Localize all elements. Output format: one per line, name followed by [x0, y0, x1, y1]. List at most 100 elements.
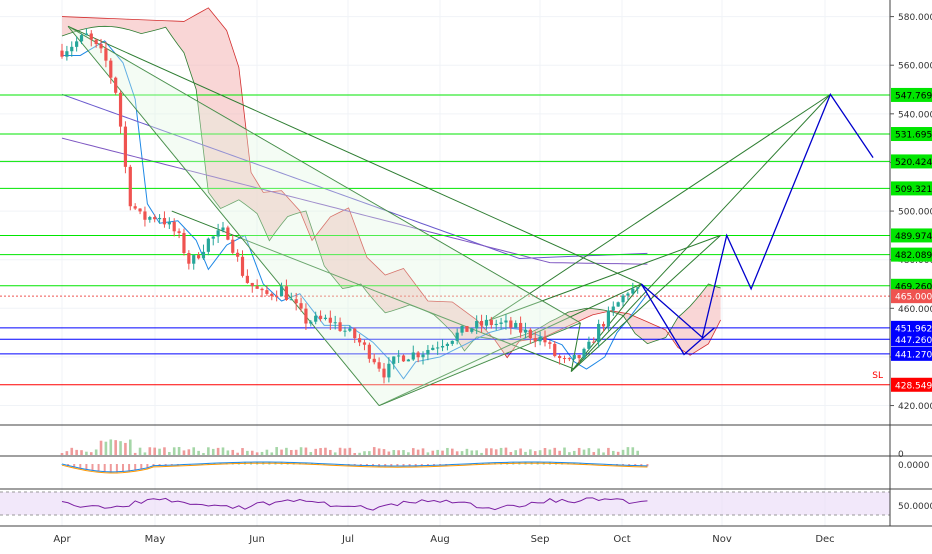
- candle-body: [426, 349, 430, 355]
- level-tag-label: 520.424: [895, 158, 932, 168]
- candle-body: [94, 39, 98, 44]
- volume-bar: [475, 450, 478, 455]
- volume-bar: [333, 452, 337, 455]
- volume-bar: [65, 451, 69, 455]
- volume-bar: [568, 452, 571, 455]
- macd-hist: [481, 463, 484, 465]
- macd-hist: [579, 463, 582, 465]
- candle-body: [323, 317, 328, 319]
- level-tag-label: 451.962: [895, 324, 932, 334]
- level-price-tags: 547.769 531.695 520.424 509.321 489.974 482.0…: [891, 87, 932, 392]
- volume-bar: [348, 447, 352, 455]
- candle-body: [211, 236, 215, 239]
- candle-body: [367, 344, 371, 359]
- volume-bar: [514, 450, 518, 455]
- cloud-span-b: [61, 7, 721, 359]
- stop-loss-label: SL: [872, 371, 883, 381]
- volume-bar: [577, 447, 581, 455]
- macd-hist: [585, 463, 588, 465]
- level-tag-bg: [891, 289, 932, 304]
- y-tick-label: 460.000: [898, 305, 932, 315]
- rsi-line: [61, 497, 648, 511]
- volume-bar: [294, 449, 298, 455]
- candle-body: [601, 323, 606, 327]
- candle-body: [123, 126, 128, 167]
- candle-body: [411, 352, 415, 360]
- macd-signal: [61, 462, 648, 474]
- candle-body: [572, 355, 576, 359]
- volume-bar: [129, 439, 132, 455]
- volume-bar: [421, 448, 425, 455]
- volume-bar: [246, 450, 249, 455]
- candle-body: [562, 358, 567, 360]
- level-tag-label: 428.549: [895, 381, 932, 391]
- volume-bar: [407, 452, 410, 455]
- candle-body: [70, 46, 74, 52]
- y-tick-label: 420.000: [898, 402, 932, 412]
- candle-body: [592, 341, 596, 343]
- candle-body: [309, 321, 313, 324]
- level-tag-label: 441.270: [895, 350, 932, 360]
- volume-bar: [89, 452, 93, 455]
- volume-bar: [636, 450, 639, 455]
- volume-bar: [231, 449, 235, 455]
- candle-body: [187, 252, 191, 264]
- candle-body: [445, 343, 450, 346]
- cloud-span-a: [61, 25, 721, 352]
- candle-body: [455, 332, 459, 341]
- candle-body: [206, 238, 210, 252]
- level-tag-label: 509.321: [895, 185, 932, 195]
- volume-bar: [485, 448, 488, 455]
- macd-hist: [85, 464, 88, 470]
- level-tag-label: 447.260: [895, 336, 932, 346]
- candle-body: [416, 352, 420, 358]
- candle-body: [89, 33, 93, 40]
- time-axis[interactable]: Apr May Jun Jul Aug Sep Oct Nov Dec: [53, 534, 834, 545]
- pattern-line: [570, 235, 721, 372]
- candle-body: [362, 342, 367, 345]
- volume-bar: [197, 450, 200, 455]
- volume-bar: [431, 450, 435, 455]
- volume-bar: [450, 448, 454, 455]
- candle-body: [333, 322, 337, 324]
- macd-line: [61, 461, 648, 473]
- horizontal-levels: [0, 94, 890, 386]
- macd-hist: [408, 464, 411, 467]
- candle-body: [201, 251, 206, 259]
- volume-bar: [319, 448, 322, 455]
- volume-bar: [280, 449, 283, 455]
- candle-body: [353, 328, 357, 339]
- volume-bar: [285, 447, 288, 455]
- pattern-fill: [68, 26, 581, 406]
- volume-bar: [392, 450, 396, 455]
- candle-body: [518, 322, 523, 333]
- rsi-pane: [0, 491, 890, 516]
- volume-bar: [358, 452, 361, 455]
- pattern-line: [570, 94, 831, 372]
- macd-hist: [207, 463, 210, 465]
- candle-body: [611, 306, 615, 311]
- candle-body: [621, 295, 625, 303]
- candle-body: [514, 322, 518, 328]
- volume-bar: [299, 447, 303, 455]
- volume-bar: [607, 447, 610, 455]
- volume-bar: [611, 450, 615, 455]
- volume-bar: [143, 452, 147, 455]
- macd-hist: [372, 464, 375, 467]
- level-tag-bg: [891, 320, 932, 335]
- candle-body: [118, 92, 123, 127]
- volume-bar: [397, 450, 400, 455]
- x-tick-label: May: [145, 534, 166, 545]
- volume-bar: [153, 447, 156, 455]
- volume-bar: [402, 450, 405, 455]
- pattern-line: [378, 283, 642, 407]
- level-tag-bg: [891, 228, 932, 243]
- y-tick-label: 540.000: [898, 110, 932, 120]
- volume-bar: [133, 452, 137, 455]
- volume-bar: [504, 447, 508, 455]
- volume-bar: [260, 451, 264, 455]
- candle-body: [255, 286, 259, 289]
- candle-body: [216, 230, 220, 237]
